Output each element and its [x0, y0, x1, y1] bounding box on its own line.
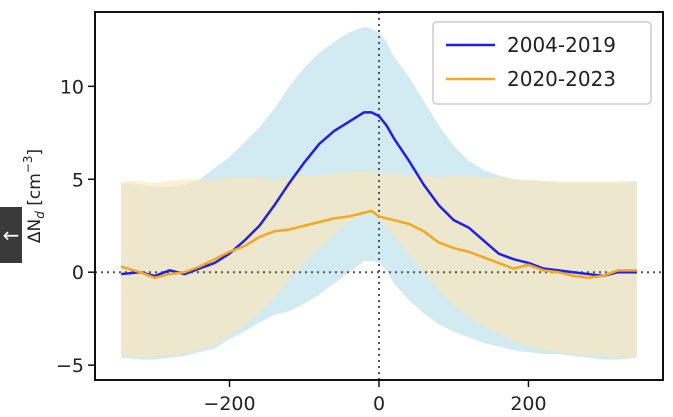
- series-lines: [120, 111, 637, 280]
- x-axis: −200 0 200: [203, 380, 547, 415]
- legend-label-2004-2019: 2004-2019: [507, 33, 616, 57]
- band-2020-2023: [121, 171, 637, 358]
- legend-box: [432, 21, 652, 105]
- series-line-2004-2019: [121, 111, 637, 278]
- y-tick-label: 0: [72, 262, 84, 284]
- y-axis-label: ΔNd [cm−3]: [21, 149, 47, 243]
- x-tick-label: 0: [373, 393, 385, 415]
- y-tick-label: 5: [72, 169, 84, 191]
- svg-text:ΔNd [cm−3]: ΔNd [cm−3]: [21, 149, 47, 243]
- y-tick-label: −5: [56, 355, 84, 377]
- legend-label-2020-2023: 2020-2023: [507, 67, 616, 91]
- x-tick-label: −200: [203, 393, 255, 415]
- reference-lines: [95, 12, 663, 380]
- arrow-left-icon: ←: [2, 223, 20, 247]
- back-button[interactable]: ←: [0, 207, 22, 263]
- x-tick-label: 200: [510, 393, 546, 415]
- series-line-2020-2023: [120, 209, 637, 280]
- y-tick-label: 10: [60, 76, 84, 98]
- legend: 2004-2019 2020-2023: [432, 21, 652, 105]
- y-axis: −5 0 5 10: [56, 76, 95, 377]
